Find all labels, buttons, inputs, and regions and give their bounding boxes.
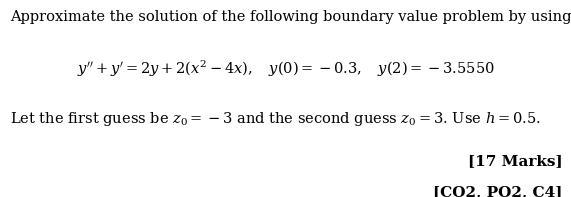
Text: [CO2, PO2, C4]: [CO2, PO2, C4] — [433, 185, 562, 197]
Text: Let the first guess be $z_0=-3$ and the second guess $z_0=3$. Use $h=0.5$.: Let the first guess be $z_0=-3$ and the … — [10, 110, 541, 128]
Text: $y''+y'=2y+2\left(x^2-4x\right),\quad y(0)=-0.3,\quad y(2)=-3.5550$: $y''+y'=2y+2\left(x^2-4x\right),\quad y(… — [77, 59, 494, 79]
Text: [17 Marks]: [17 Marks] — [468, 154, 562, 168]
Text: Approximate the solution of the following boundary value problem by using shooti: Approximate the solution of the followin… — [10, 10, 571, 24]
